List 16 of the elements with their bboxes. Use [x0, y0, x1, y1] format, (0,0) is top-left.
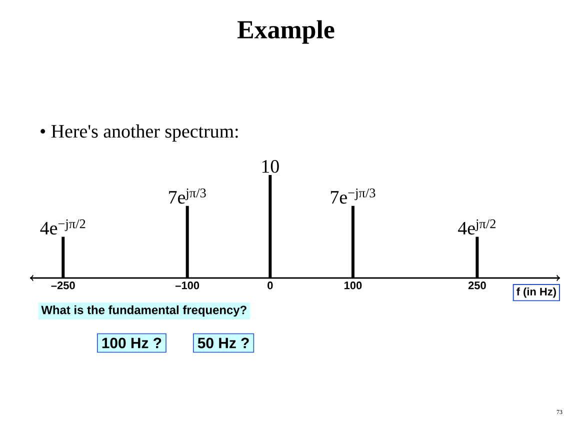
text: What is the fundamental frequency?: [41, 305, 246, 317]
x-tick-label: –100: [175, 282, 200, 290]
text: 50 Hz ?: [198, 338, 249, 348]
chart-title: Example: [238, 20, 334, 44]
chart-subtitle: • Here's another spectrum:: [40, 124, 238, 142]
x-axis-title: f (in Hz): [516, 287, 556, 298]
x-tick-label: –250: [51, 282, 75, 290]
x-tick-label: 250: [468, 282, 486, 290]
data-label: 4e$^{−jπ/2}$: [40, 219, 86, 235]
data-label: 7e$^{−jπ/3}$: [330, 188, 376, 204]
x-tick-label: 100: [344, 282, 362, 290]
data-label: 7e$^{jπ/3}$: [169, 188, 206, 204]
data-label: 4e$^{jπ/2}$: [458, 219, 496, 235]
text: 100 Hz ?: [102, 338, 162, 348]
data-label: 10: [262, 160, 279, 173]
x-tick-label: 0: [268, 282, 273, 290]
